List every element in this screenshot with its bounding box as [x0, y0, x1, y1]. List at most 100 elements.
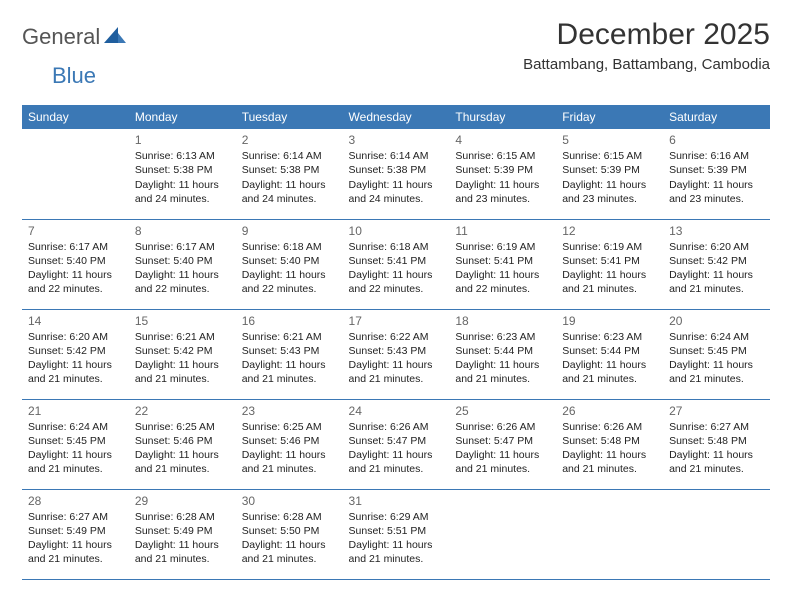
daylight-text: Daylight: 11 hours [349, 358, 444, 372]
sunset-text: Sunset: 5:39 PM [669, 163, 764, 177]
sunrise-text: Sunrise: 6:23 AM [562, 330, 657, 344]
sunrise-text: Sunrise: 6:24 AM [669, 330, 764, 344]
sunrise-text: Sunrise: 6:18 AM [349, 240, 444, 254]
daylight-text: Daylight: 11 hours [562, 358, 657, 372]
day-number: 28 [28, 493, 123, 509]
daylight-text: Daylight: 11 hours [242, 358, 337, 372]
daylight-text: and 21 minutes. [669, 282, 764, 296]
calendar-day-cell: 22Sunrise: 6:25 AMSunset: 5:46 PMDayligh… [129, 399, 236, 489]
calendar-day-cell: 25Sunrise: 6:26 AMSunset: 5:47 PMDayligh… [449, 399, 556, 489]
weekday-header: Friday [556, 105, 663, 129]
day-number: 10 [349, 223, 444, 239]
day-number: 25 [455, 403, 550, 419]
daylight-text: Daylight: 11 hours [135, 538, 230, 552]
calendar-empty-cell [22, 129, 129, 219]
calendar-day-cell: 14Sunrise: 6:20 AMSunset: 5:42 PMDayligh… [22, 309, 129, 399]
day-number: 3 [349, 132, 444, 148]
sunrise-text: Sunrise: 6:22 AM [349, 330, 444, 344]
sunset-text: Sunset: 5:48 PM [669, 434, 764, 448]
daylight-text: and 21 minutes. [349, 372, 444, 386]
sunrise-text: Sunrise: 6:24 AM [28, 420, 123, 434]
sunrise-text: Sunrise: 6:16 AM [669, 149, 764, 163]
day-number: 11 [455, 223, 550, 239]
sunset-text: Sunset: 5:46 PM [242, 434, 337, 448]
calendar-day-cell: 28Sunrise: 6:27 AMSunset: 5:49 PMDayligh… [22, 489, 129, 579]
day-number: 31 [349, 493, 444, 509]
day-number: 12 [562, 223, 657, 239]
calendar-day-cell: 30Sunrise: 6:28 AMSunset: 5:50 PMDayligh… [236, 489, 343, 579]
daylight-text: Daylight: 11 hours [242, 268, 337, 282]
calendar-day-cell: 18Sunrise: 6:23 AMSunset: 5:44 PMDayligh… [449, 309, 556, 399]
sunrise-text: Sunrise: 6:17 AM [135, 240, 230, 254]
calendar-day-cell: 15Sunrise: 6:21 AMSunset: 5:42 PMDayligh… [129, 309, 236, 399]
daylight-text: Daylight: 11 hours [669, 268, 764, 282]
day-number: 16 [242, 313, 337, 329]
calendar-week-row: 21Sunrise: 6:24 AMSunset: 5:45 PMDayligh… [22, 399, 770, 489]
daylight-text: Daylight: 11 hours [349, 538, 444, 552]
daylight-text: Daylight: 11 hours [349, 448, 444, 462]
daylight-text: Daylight: 11 hours [28, 448, 123, 462]
sunset-text: Sunset: 5:44 PM [455, 344, 550, 358]
day-number: 13 [669, 223, 764, 239]
calendar-day-cell: 29Sunrise: 6:28 AMSunset: 5:49 PMDayligh… [129, 489, 236, 579]
daylight-text: and 21 minutes. [455, 462, 550, 476]
daylight-text: and 24 minutes. [349, 192, 444, 206]
daylight-text: and 24 minutes. [242, 192, 337, 206]
sunrise-text: Sunrise: 6:15 AM [562, 149, 657, 163]
calendar-table: SundayMondayTuesdayWednesdayThursdayFrid… [22, 105, 770, 580]
daylight-text: and 21 minutes. [562, 462, 657, 476]
sunset-text: Sunset: 5:47 PM [349, 434, 444, 448]
daylight-text: Daylight: 11 hours [562, 448, 657, 462]
daylight-text: and 21 minutes. [455, 372, 550, 386]
calendar-day-cell: 1Sunrise: 6:13 AMSunset: 5:38 PMDaylight… [129, 129, 236, 219]
calendar-day-cell: 24Sunrise: 6:26 AMSunset: 5:47 PMDayligh… [343, 399, 450, 489]
sunset-text: Sunset: 5:48 PM [562, 434, 657, 448]
sunrise-text: Sunrise: 6:19 AM [562, 240, 657, 254]
sunrise-text: Sunrise: 6:26 AM [455, 420, 550, 434]
day-number: 4 [455, 132, 550, 148]
calendar-day-cell: 7Sunrise: 6:17 AMSunset: 5:40 PMDaylight… [22, 219, 129, 309]
sunrise-text: Sunrise: 6:25 AM [242, 420, 337, 434]
sunrise-text: Sunrise: 6:27 AM [669, 420, 764, 434]
day-number: 7 [28, 223, 123, 239]
logo-text-general: General [22, 24, 100, 50]
sunset-text: Sunset: 5:38 PM [135, 163, 230, 177]
calendar-day-cell: 26Sunrise: 6:26 AMSunset: 5:48 PMDayligh… [556, 399, 663, 489]
sunset-text: Sunset: 5:38 PM [349, 163, 444, 177]
calendar-day-cell: 2Sunrise: 6:14 AMSunset: 5:38 PMDaylight… [236, 129, 343, 219]
daylight-text: and 22 minutes. [455, 282, 550, 296]
day-number: 19 [562, 313, 657, 329]
page-title: December 2025 [523, 18, 770, 52]
daylight-text: and 22 minutes. [242, 282, 337, 296]
daylight-text: Daylight: 11 hours [455, 448, 550, 462]
sunset-text: Sunset: 5:42 PM [28, 344, 123, 358]
calendar-week-row: 7Sunrise: 6:17 AMSunset: 5:40 PMDaylight… [22, 219, 770, 309]
daylight-text: and 21 minutes. [242, 462, 337, 476]
calendar-body: 1Sunrise: 6:13 AMSunset: 5:38 PMDaylight… [22, 129, 770, 579]
daylight-text: Daylight: 11 hours [349, 268, 444, 282]
daylight-text: and 21 minutes. [135, 552, 230, 566]
calendar-page: General December 2025 Battambang, Battam… [0, 0, 792, 580]
calendar-day-cell: 8Sunrise: 6:17 AMSunset: 5:40 PMDaylight… [129, 219, 236, 309]
calendar-day-cell: 10Sunrise: 6:18 AMSunset: 5:41 PMDayligh… [343, 219, 450, 309]
calendar-empty-cell [556, 489, 663, 579]
sunset-text: Sunset: 5:41 PM [562, 254, 657, 268]
daylight-text: and 21 minutes. [28, 552, 123, 566]
calendar-day-cell: 27Sunrise: 6:27 AMSunset: 5:48 PMDayligh… [663, 399, 770, 489]
calendar-day-cell: 16Sunrise: 6:21 AMSunset: 5:43 PMDayligh… [236, 309, 343, 399]
weekday-header: Sunday [22, 105, 129, 129]
logo: General [22, 18, 126, 50]
day-number: 1 [135, 132, 230, 148]
day-number: 21 [28, 403, 123, 419]
daylight-text: Daylight: 11 hours [669, 448, 764, 462]
daylight-text: Daylight: 11 hours [135, 268, 230, 282]
calendar-head: SundayMondayTuesdayWednesdayThursdayFrid… [22, 105, 770, 129]
day-number: 9 [242, 223, 337, 239]
sunrise-text: Sunrise: 6:26 AM [562, 420, 657, 434]
daylight-text: and 23 minutes. [669, 192, 764, 206]
calendar-day-cell: 6Sunrise: 6:16 AMSunset: 5:39 PMDaylight… [663, 129, 770, 219]
sunrise-text: Sunrise: 6:20 AM [669, 240, 764, 254]
daylight-text: Daylight: 11 hours [135, 178, 230, 192]
calendar-day-cell: 12Sunrise: 6:19 AMSunset: 5:41 PMDayligh… [556, 219, 663, 309]
sunrise-text: Sunrise: 6:25 AM [135, 420, 230, 434]
